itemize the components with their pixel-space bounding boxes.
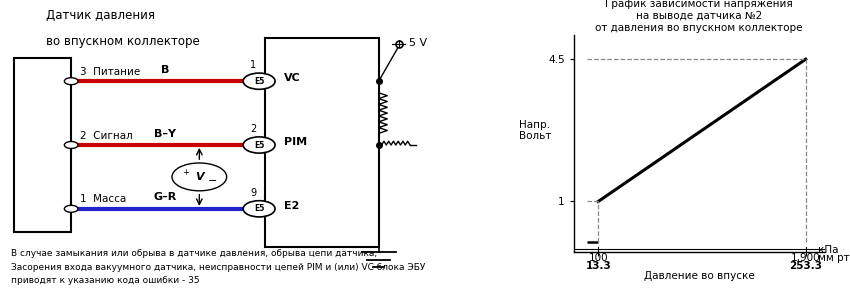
- Circle shape: [243, 137, 275, 153]
- Bar: [265, 38, 379, 246]
- Text: G–R: G–R: [154, 193, 177, 202]
- Text: B: B: [161, 65, 169, 75]
- Text: Напр.
Вольт: Напр. Вольт: [518, 119, 551, 141]
- Text: E5: E5: [254, 77, 264, 86]
- Text: во впускном коллекторе: во впускном коллекторе: [46, 35, 199, 48]
- Text: мм рт.ст.: мм рт.ст.: [819, 253, 850, 263]
- Bar: [14, 58, 71, 232]
- Text: 1: 1: [251, 60, 257, 70]
- Circle shape: [65, 78, 78, 85]
- Text: 9: 9: [251, 188, 257, 198]
- Circle shape: [172, 163, 227, 191]
- Text: PIM: PIM: [284, 137, 307, 147]
- Text: кПа: кПа: [819, 245, 839, 255]
- Text: 1  Масса: 1 Масса: [80, 195, 126, 204]
- Text: 3  Питание: 3 Питание: [80, 67, 140, 77]
- Circle shape: [243, 73, 275, 89]
- Text: V: V: [195, 172, 204, 182]
- Text: E5: E5: [254, 204, 264, 213]
- Text: +: +: [182, 168, 189, 177]
- Text: VC: VC: [284, 73, 300, 83]
- Circle shape: [65, 142, 78, 148]
- Text: 100: 100: [588, 253, 608, 263]
- Text: −: −: [208, 176, 218, 186]
- Text: E5: E5: [254, 140, 264, 150]
- Text: В случае замыкания или обрыва в датчике давления, обрыва цепи датчика,
Засорения: В случае замыкания или обрыва в датчике …: [11, 249, 426, 285]
- Text: Давление во впуске: Давление во впуске: [643, 271, 755, 281]
- Text: 1,900: 1,900: [790, 253, 820, 263]
- Text: 2: 2: [250, 124, 257, 134]
- Title: График зависимости напряжения
на выводе датчика №2
от давления во впускном колле: График зависимости напряжения на выводе …: [595, 0, 803, 33]
- Circle shape: [65, 205, 78, 212]
- Text: 2  Сигнал: 2 Сигнал: [80, 131, 133, 141]
- Text: E2: E2: [284, 201, 299, 211]
- Text: Датчик давления: Датчик давления: [46, 9, 155, 22]
- Circle shape: [243, 201, 275, 217]
- Text: B–Y: B–Y: [154, 129, 176, 139]
- Text: 5 V: 5 V: [409, 39, 427, 48]
